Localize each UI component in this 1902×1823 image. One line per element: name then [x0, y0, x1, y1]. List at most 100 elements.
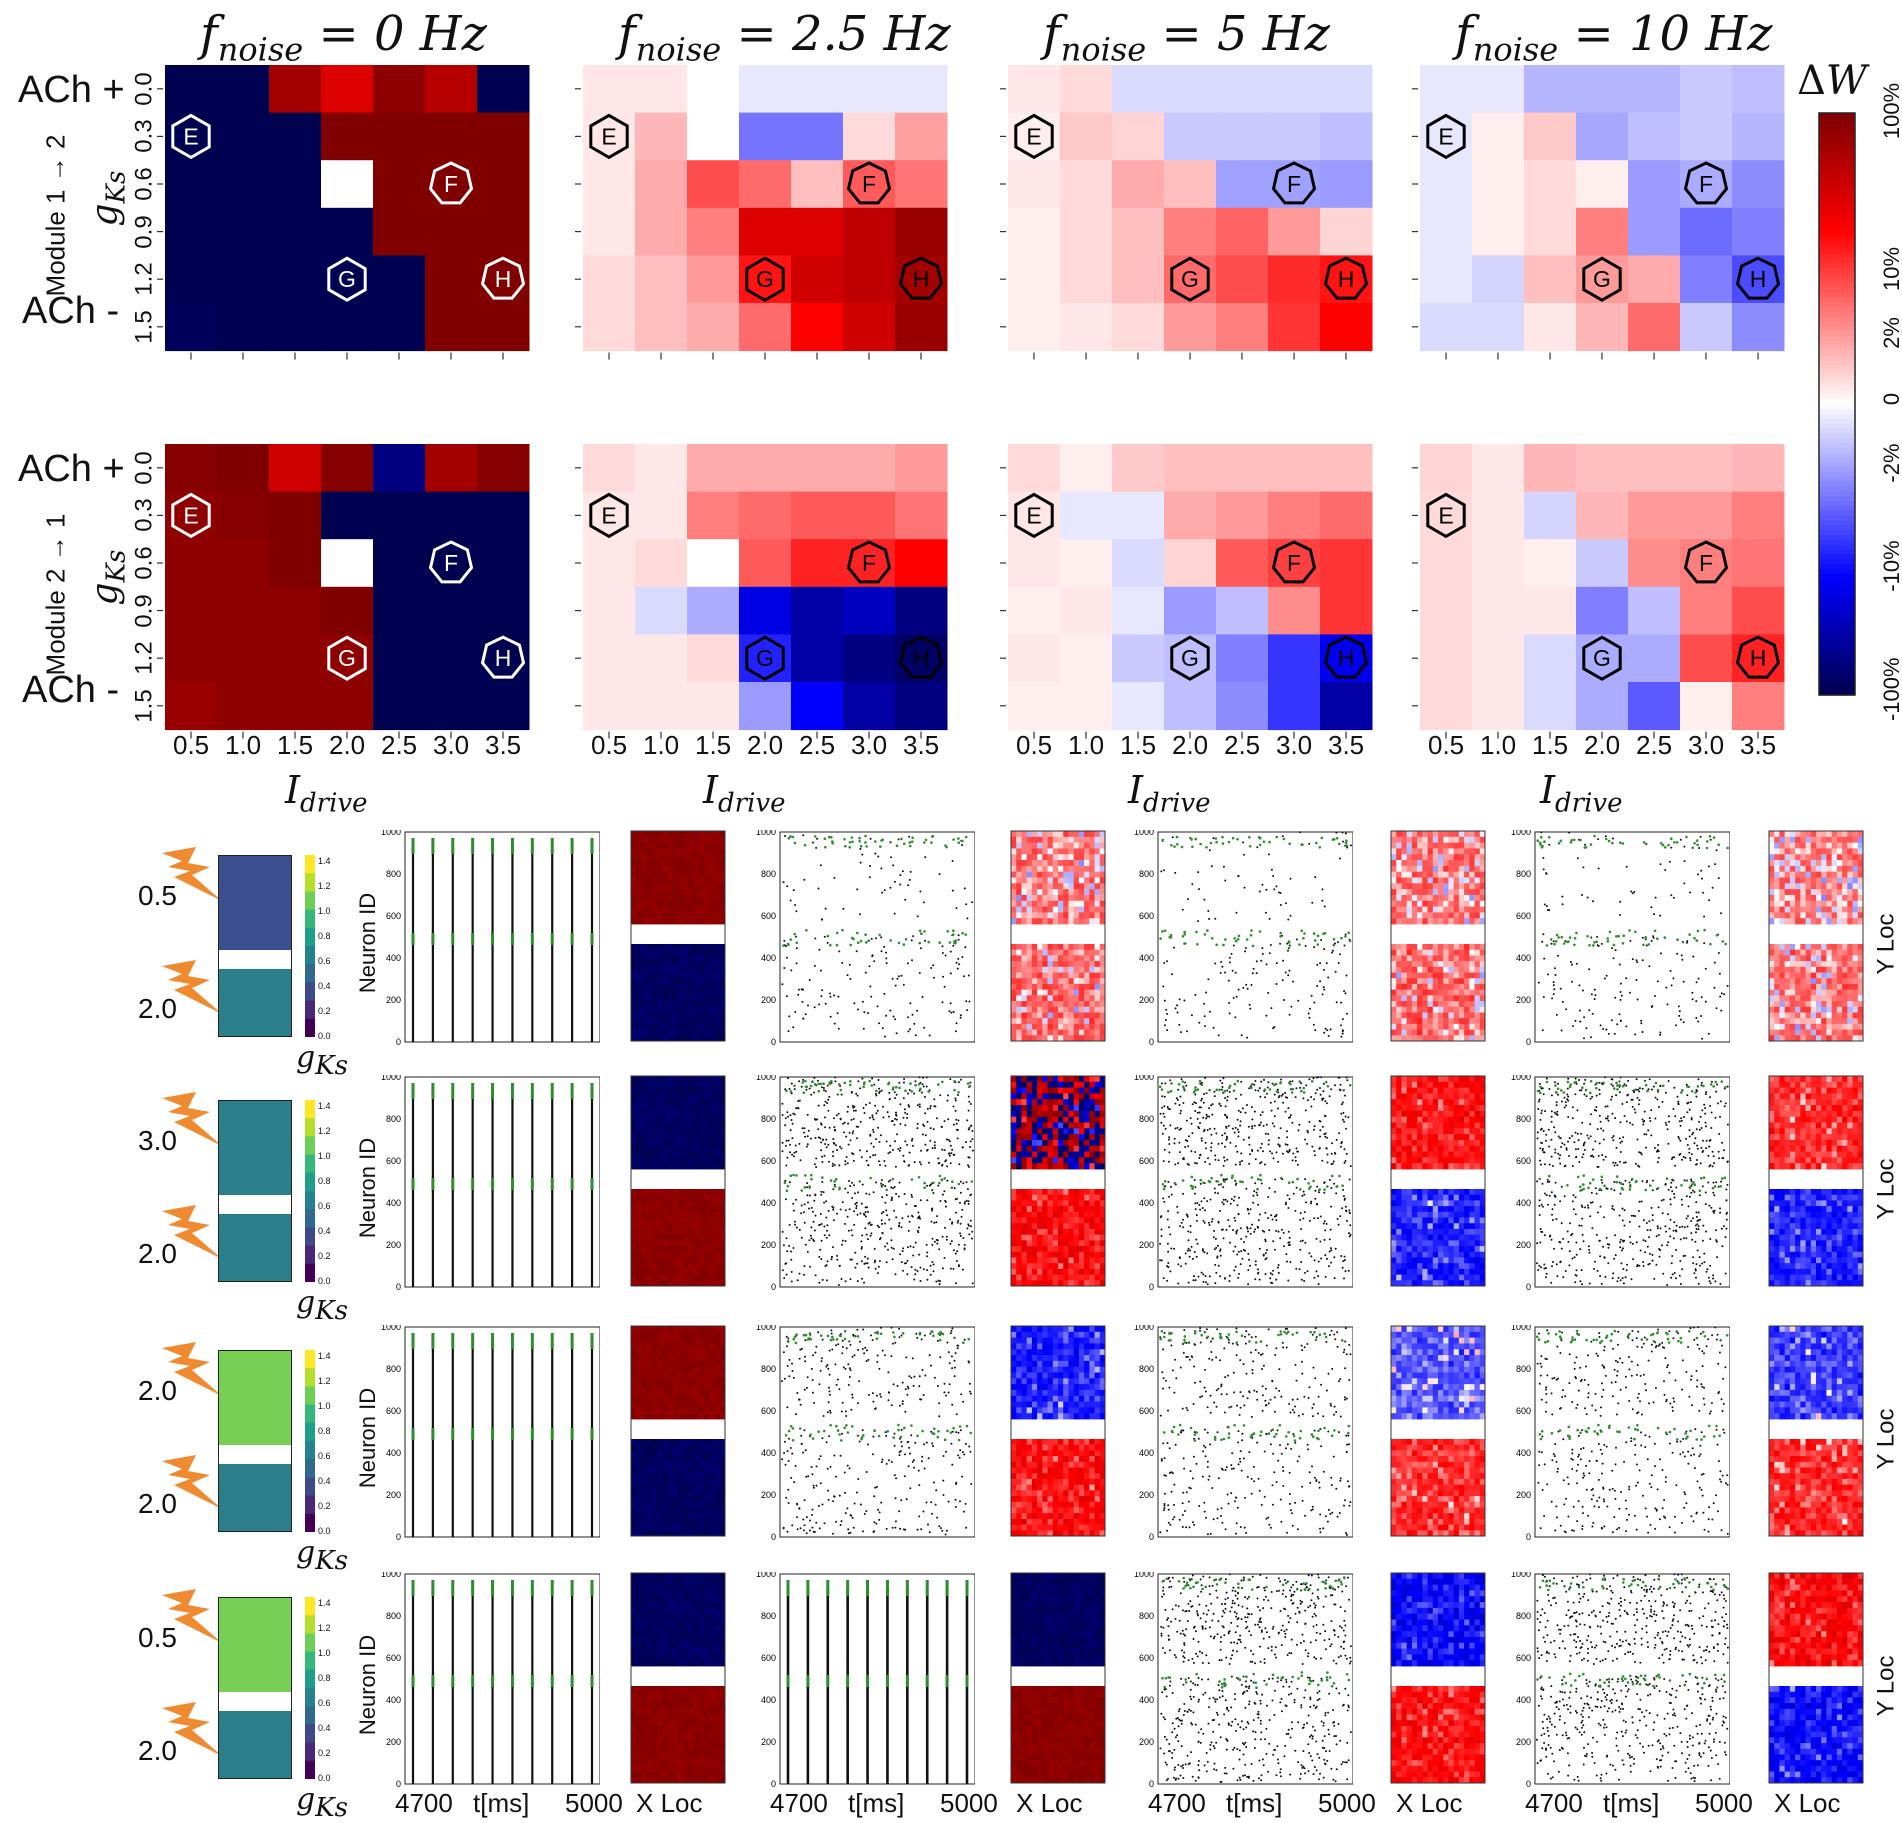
grid-cell — [1837, 854, 1843, 860]
spike-dot — [1710, 839, 1712, 841]
spike-dot — [944, 986, 946, 988]
marker-label: F — [862, 171, 876, 197]
grid-cell — [1037, 848, 1043, 854]
grid-cell — [631, 1007, 637, 1013]
colorbar-segment — [1819, 399, 1855, 404]
grid-cell — [699, 907, 705, 913]
grid-cell — [1443, 950, 1449, 956]
grid-cell — [1048, 973, 1054, 979]
grid-cell — [647, 1240, 653, 1246]
grid-cell — [1422, 837, 1428, 843]
raster-frame — [780, 832, 975, 1042]
grid-cell — [1428, 1012, 1434, 1018]
spike-dot — [825, 1003, 827, 1005]
grid-cell — [1774, 944, 1780, 950]
grid-cell — [662, 1093, 668, 1099]
grid-cell — [1837, 995, 1843, 1001]
inhibitory-spike — [1236, 838, 1239, 841]
grid-cell — [1774, 878, 1780, 884]
grid-cell — [1422, 990, 1428, 996]
grid-cell — [1068, 984, 1074, 990]
grid-cell — [694, 978, 700, 984]
grid-cell — [1011, 1012, 1017, 1018]
marker-label: G — [1181, 645, 1199, 671]
grid-cell — [631, 1082, 637, 1088]
spike-dot — [930, 1221, 932, 1223]
grid-cell — [1037, 883, 1043, 889]
grid-cell — [1068, 878, 1074, 884]
grid-cell — [652, 854, 658, 860]
grid-cell — [1816, 872, 1822, 878]
inhibitory-spike — [1540, 836, 1543, 839]
grid-cell — [1042, 950, 1048, 956]
spike-dot — [931, 1244, 933, 1246]
grid-cell — [1448, 950, 1454, 956]
spike-dot — [964, 1201, 966, 1203]
grid-cell — [1391, 854, 1397, 860]
grid-cell — [1095, 854, 1101, 860]
grid-cell — [662, 1146, 668, 1152]
grid-cell — [1438, 854, 1444, 860]
grid-cell — [1412, 878, 1418, 884]
grid-cell — [631, 901, 637, 907]
grid-cell — [704, 944, 710, 950]
grid-cell — [1068, 1024, 1074, 1030]
spike-dot — [1670, 894, 1672, 896]
grid-cell — [652, 1088, 658, 1094]
spike-dot — [824, 1234, 826, 1236]
heat-cell — [321, 160, 374, 208]
grid-cell — [1084, 944, 1090, 950]
grid-cell — [652, 1018, 658, 1024]
grid-cell — [709, 1263, 715, 1269]
grid-cell — [683, 1076, 689, 1082]
grid-cell — [652, 961, 658, 967]
heat-cell — [791, 444, 844, 492]
grid-cell — [699, 1206, 705, 1212]
spike-dot — [1183, 1000, 1185, 1002]
grid-cell — [1779, 1035, 1785, 1041]
grid-cell — [668, 1252, 674, 1258]
grid-cell — [1412, 990, 1418, 996]
gks-label: gKs — [296, 1040, 348, 1081]
grid-cell — [709, 984, 715, 990]
spike-dot — [1616, 1023, 1618, 1025]
grid-cell — [1021, 843, 1027, 849]
spike-dot — [944, 1257, 946, 1259]
spike-dot — [1564, 940, 1566, 942]
marker-label: H — [495, 645, 512, 671]
inhibitory-spike — [1575, 932, 1578, 935]
grid-cell — [1806, 1035, 1812, 1041]
grid-cell — [715, 944, 721, 950]
heat-cell — [1524, 113, 1577, 161]
grid-cell — [1068, 990, 1074, 996]
grid-cell — [1016, 831, 1022, 837]
grid-cell — [1428, 990, 1434, 996]
grid-cell — [1837, 973, 1843, 979]
inhibitory-spike — [1302, 937, 1305, 940]
grid-cell — [1779, 961, 1785, 967]
grid-cell — [1084, 848, 1090, 854]
grid-cell — [1053, 1035, 1059, 1041]
grid-cell — [641, 978, 647, 984]
grid-cell — [673, 1134, 679, 1140]
grid-cell — [652, 1163, 658, 1169]
spike-dot — [870, 838, 872, 840]
grid-cell — [1853, 901, 1859, 907]
spike-dot — [792, 1026, 794, 1028]
grid-cell — [1475, 961, 1481, 967]
heat-cell — [1628, 255, 1681, 303]
inhibitory-spike — [1164, 930, 1167, 933]
grid-cell — [688, 990, 694, 996]
grid-cell — [709, 1246, 715, 1252]
grid-cell — [683, 1280, 689, 1286]
grid-cell — [1401, 944, 1407, 950]
grid-cell — [1068, 1018, 1074, 1024]
grid-cell — [641, 1093, 647, 1099]
grid-cell — [683, 1275, 689, 1281]
spike-dot — [790, 900, 792, 902]
grid-cell — [652, 1128, 658, 1134]
grid-cell — [1079, 831, 1085, 837]
grid-cell — [641, 1229, 647, 1235]
grid-cell — [1079, 912, 1085, 918]
